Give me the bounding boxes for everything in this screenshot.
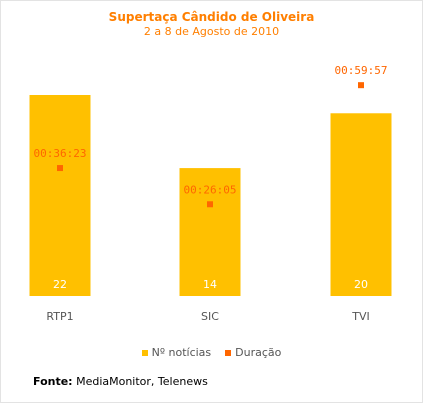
bar-value-label-sic: 14 bbox=[203, 278, 217, 291]
bar-rtp1 bbox=[29, 95, 91, 296]
duration-point-sic bbox=[207, 201, 213, 208]
source-note: Fonte: MediaMonitor, Telenews bbox=[33, 375, 208, 388]
chart-legend: Nº notícias Duração bbox=[0, 346, 423, 359]
duration-label-rtp1: 00:36:23 bbox=[34, 147, 87, 160]
source-label: Fonte: bbox=[33, 375, 73, 388]
bar-tvi bbox=[330, 113, 392, 296]
bar-sic bbox=[179, 168, 241, 296]
legend-label-noticias: Nº notícias bbox=[151, 346, 212, 359]
legend-item-noticias[interactable]: Nº notícias bbox=[141, 346, 212, 359]
category-label-rtp1: RTP1 bbox=[46, 310, 73, 323]
source-text: MediaMonitor, Telenews bbox=[72, 375, 208, 388]
legend-swatch-duracao bbox=[225, 349, 232, 356]
legend-label-duracao: Duração bbox=[235, 346, 282, 359]
bar-value-label-rtp1: 22 bbox=[53, 278, 67, 291]
duration-label-tvi: 00:59:57 bbox=[335, 64, 388, 77]
category-label-sic: SIC bbox=[201, 310, 219, 323]
chart-subtitle: 2 a 8 de Agosto de 2010 bbox=[143, 25, 280, 38]
chart-title: Supertaça Cândido de Oliveira bbox=[108, 10, 315, 24]
duration-point-tvi bbox=[358, 82, 364, 89]
legend-swatch-noticias bbox=[141, 349, 148, 356]
legend-item-duracao[interactable]: Duração bbox=[225, 346, 281, 359]
category-label-tvi: TVI bbox=[351, 310, 370, 323]
bar-value-label-tvi: 20 bbox=[354, 278, 368, 291]
duration-label-sic: 00:26:05 bbox=[184, 183, 237, 196]
duration-point-rtp1 bbox=[57, 165, 63, 172]
